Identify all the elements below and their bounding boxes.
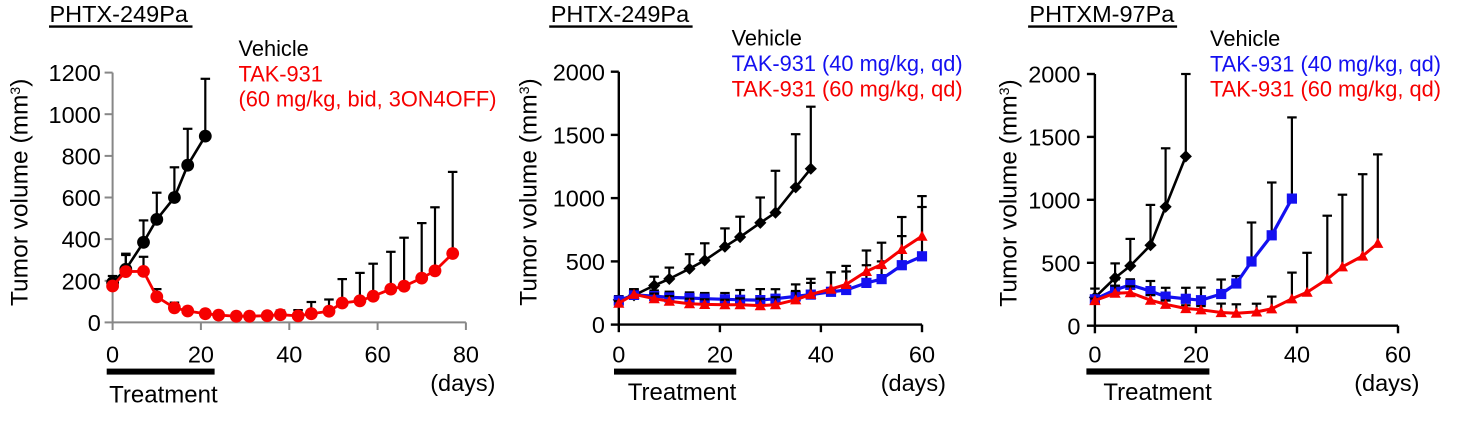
svg-text:Treatment: Treatment [628, 379, 737, 406]
svg-text:TAK-931 (60 mg/kg, qd): TAK-931 (60 mg/kg, qd) [1210, 77, 1441, 102]
svg-text:40: 40 [1284, 342, 1310, 368]
svg-text:400: 400 [62, 227, 101, 253]
svg-text:(days): (days) [430, 370, 495, 396]
svg-text:40: 40 [276, 342, 302, 368]
svg-text:PHTXM-97Pa: PHTXM-97Pa [1029, 1, 1175, 27]
svg-text:1000: 1000 [49, 102, 101, 128]
svg-text:1200: 1200 [49, 60, 101, 86]
svg-text:60: 60 [909, 342, 935, 368]
svg-text:Vehicle: Vehicle [1210, 26, 1280, 51]
svg-text:800: 800 [62, 144, 101, 170]
svg-text:Vehicle: Vehicle [239, 36, 309, 61]
svg-text:1500: 1500 [553, 123, 605, 149]
svg-text:Treatment: Treatment [1103, 379, 1212, 406]
svg-text:(60 mg/kg, bid, 3ON4OFF): (60 mg/kg, bid, 3ON4OFF) [239, 87, 497, 112]
svg-text:PHTX-249Pa: PHTX-249Pa [50, 1, 189, 27]
svg-text:Treatment: Treatment [109, 382, 218, 409]
svg-text:0: 0 [1067, 313, 1080, 339]
svg-text:200: 200 [62, 268, 101, 294]
svg-text:0: 0 [612, 342, 625, 368]
svg-text:Tumor volume (mm3): Tumor volume (mm3) [7, 79, 34, 306]
svg-text:Vehicle: Vehicle [732, 26, 802, 51]
svg-text:TAK-931 (40 mg/kg, qd): TAK-931 (40 mg/kg, qd) [1210, 51, 1441, 76]
svg-text:(days): (days) [881, 370, 946, 396]
svg-text:20: 20 [188, 342, 214, 368]
svg-text:0: 0 [106, 342, 119, 368]
svg-text:600: 600 [62, 185, 101, 211]
svg-text:1000: 1000 [553, 186, 605, 212]
svg-text:40: 40 [808, 342, 834, 368]
svg-text:Tumor volume (mm3): Tumor volume (mm3) [996, 79, 1023, 306]
svg-text:PHTX-249Pa: PHTX-249Pa [551, 1, 690, 27]
svg-text:TAK-931: TAK-931 [239, 61, 323, 86]
svg-text:TAK-931 (40 mg/kg, qd): TAK-931 (40 mg/kg, qd) [732, 51, 963, 76]
svg-text:80: 80 [453, 342, 479, 368]
svg-text:0: 0 [88, 310, 101, 336]
svg-text:500: 500 [1041, 250, 1080, 276]
svg-text:0: 0 [592, 312, 605, 338]
svg-text:2000: 2000 [1028, 62, 1080, 88]
svg-text:2000: 2000 [553, 59, 605, 85]
svg-text:60: 60 [1385, 342, 1411, 368]
svg-text:(days): (days) [1354, 370, 1419, 396]
svg-text:0: 0 [1088, 342, 1101, 368]
svg-text:1000: 1000 [1028, 187, 1080, 213]
svg-text:500: 500 [566, 249, 605, 275]
svg-text:20: 20 [707, 342, 733, 368]
svg-text:20: 20 [1183, 342, 1209, 368]
svg-text:Tumor volume (mm3): Tumor volume (mm3) [516, 78, 543, 305]
svg-text:1500: 1500 [1028, 125, 1080, 151]
svg-text:60: 60 [365, 342, 391, 368]
svg-text:TAK-931 (60 mg/kg, qd): TAK-931 (60 mg/kg, qd) [732, 76, 963, 101]
